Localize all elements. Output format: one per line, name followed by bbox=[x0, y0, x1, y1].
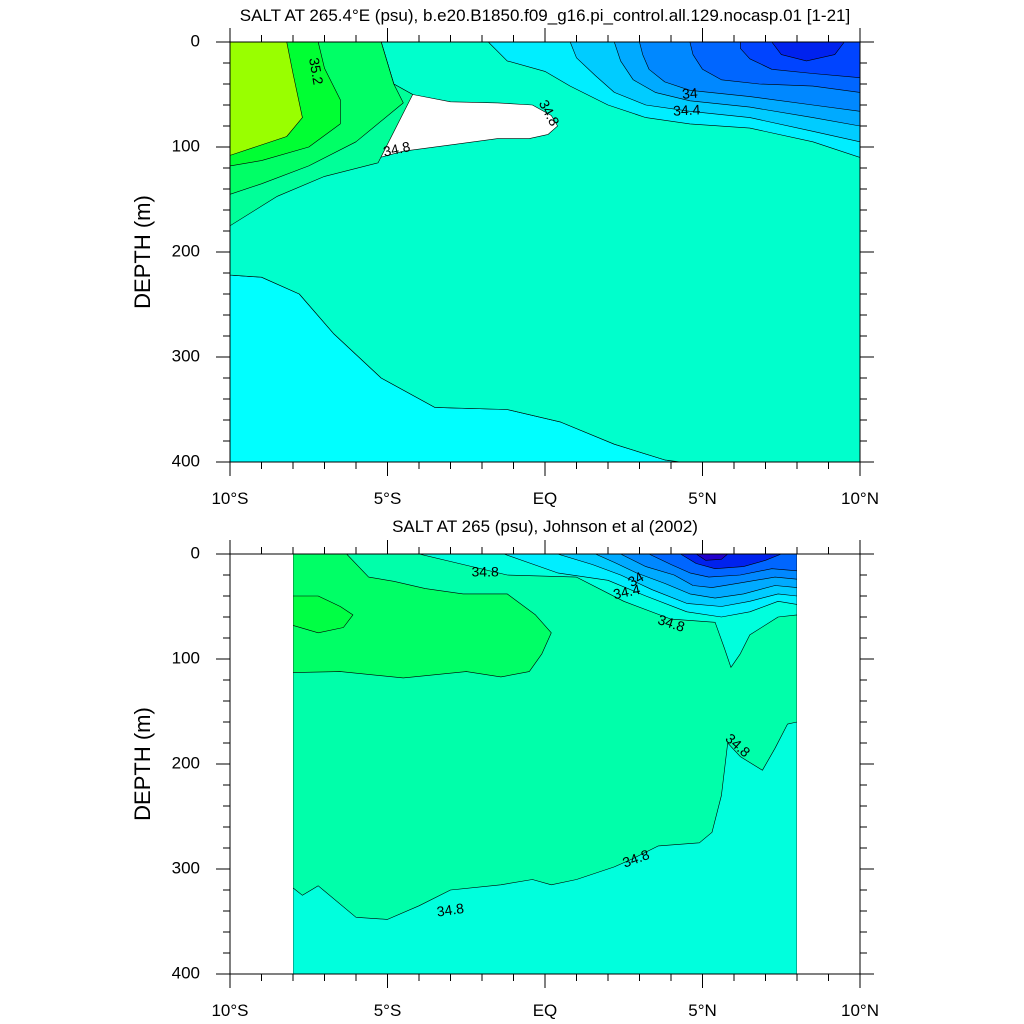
bottom-y-tick-label-4: 400 bbox=[172, 963, 200, 982]
top-x-tick-label-3: 5°N bbox=[688, 489, 717, 508]
bottom-panel-title: SALT AT 265 (psu), Johnson et al (2002) bbox=[392, 517, 698, 536]
bottom-y-tick-label-3: 300 bbox=[172, 858, 200, 877]
top-x-tick-label-2: EQ bbox=[533, 489, 558, 508]
top-contour-label-0: 35.2 bbox=[306, 56, 327, 86]
top-x-tick-label-0: 10°S bbox=[211, 489, 248, 508]
bottom-contour-label-2: 34.4 bbox=[612, 581, 642, 602]
bottom-y-axis-label: DEPTH (m) bbox=[130, 707, 155, 821]
top-x-tick-label-1: 5°S bbox=[374, 489, 402, 508]
bottom-contour-label-1: 34 bbox=[625, 568, 647, 590]
bottom-y-tick-label-0: 0 bbox=[191, 543, 200, 562]
top-contour-label-1: 34.8 bbox=[382, 138, 412, 159]
bottom-contour-region-10 bbox=[695, 554, 729, 561]
bottom-x-tick-label-4: 10°N bbox=[841, 1001, 879, 1020]
bottom-contour-panel: SALT AT 265 (psu), Johnson et al (2002) … bbox=[130, 517, 879, 1020]
top-y-tick-label-3: 300 bbox=[172, 346, 200, 365]
top-y-tick-label-1: 100 bbox=[172, 136, 200, 155]
bottom-x-tick-label-3: 5°N bbox=[688, 1001, 717, 1020]
bottom-contour-label-6: 34.8 bbox=[436, 900, 465, 920]
bottom-contour-fills bbox=[293, 554, 797, 974]
top-y-tick-label-4: 400 bbox=[172, 451, 200, 470]
top-panel-title: SALT AT 265.4°E (psu), b.e20.B1850.f09_g… bbox=[240, 6, 850, 25]
bottom-x-tick-label-1: 5°S bbox=[374, 1001, 402, 1020]
bottom-x-tick-label-2: EQ bbox=[533, 1001, 558, 1020]
bottom-contour-region-2 bbox=[293, 554, 552, 679]
top-contour-region-5 bbox=[230, 42, 303, 156]
top-y-tick-label-0: 0 bbox=[191, 31, 200, 50]
top-contour-fills bbox=[230, 42, 860, 462]
top-y-axis-label: DEPTH (m) bbox=[130, 195, 155, 309]
bottom-y-tick-label-1: 100 bbox=[172, 648, 200, 667]
top-x-tick-label-4: 10°N bbox=[841, 489, 879, 508]
top-contour-label-4: 34.4 bbox=[673, 101, 701, 118]
top-y-tick-label-2: 200 bbox=[172, 241, 200, 260]
top-contour-region-12 bbox=[771, 42, 845, 62]
bottom-contour-label-0: 34.8 bbox=[472, 564, 499, 580]
bottom-contour-region-3 bbox=[293, 595, 354, 634]
top-contour-panel: SALT AT 265.4°E (psu), b.e20.B1850.f09_g… bbox=[130, 6, 879, 508]
bottom-x-tick-label-0: 10°S bbox=[211, 1001, 248, 1020]
bottom-y-tick-label-2: 200 bbox=[172, 753, 200, 772]
bottom-plot-area: 34.8 3434.434.834.834.834.801002003004001… bbox=[172, 540, 879, 1020]
top-contour-label-3: 34 bbox=[681, 85, 698, 102]
